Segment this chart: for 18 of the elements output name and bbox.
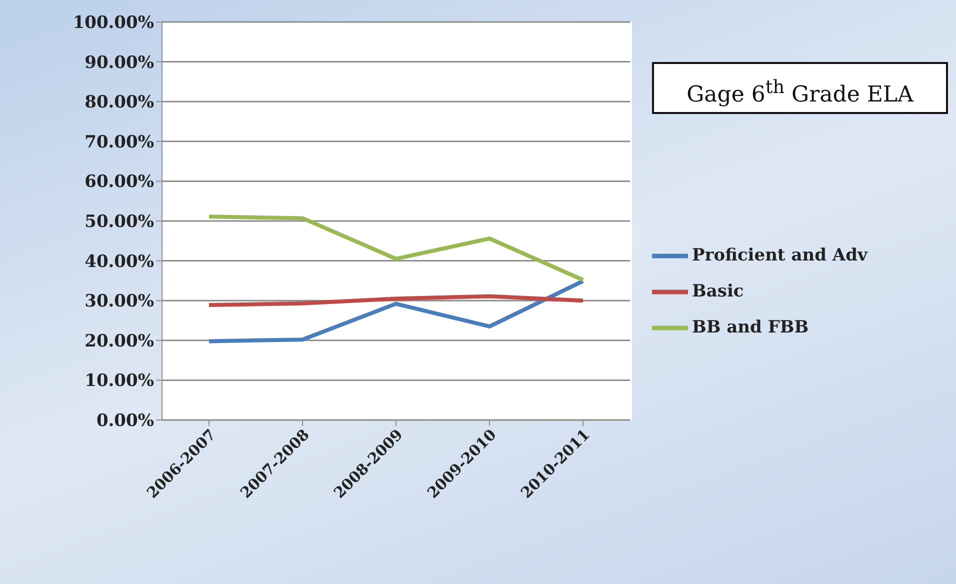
y-tick-label: 40.00%: [84, 252, 154, 272]
line-series: [207, 279, 585, 344]
line-series: [207, 214, 585, 282]
line-series: [207, 294, 585, 307]
legend-label: BB and FBB: [692, 317, 809, 338]
y-tick-label: 30.00%: [84, 292, 154, 312]
y-tick-label: 20.00%: [84, 331, 154, 352]
text: Gage 6$^{th}$ Grade ELA: [652, 62, 948, 114]
y-tick-label: 90.00%: [84, 52, 154, 73]
y-tick-label: 10.00%: [84, 371, 154, 392]
y-tick-label: 70.00%: [84, 132, 154, 152]
legend-label: Basic: [692, 281, 744, 302]
y-tick-label: 80.00%: [84, 92, 154, 113]
legend-label: Proficient and Adv: [692, 245, 868, 266]
y-tick-label: 0.00%: [96, 411, 154, 432]
y-tick-label: 50.00%: [84, 212, 154, 232]
y-tick-label: 60.00%: [84, 172, 154, 192]
y-tick-label: 100.00%: [72, 13, 154, 34]
